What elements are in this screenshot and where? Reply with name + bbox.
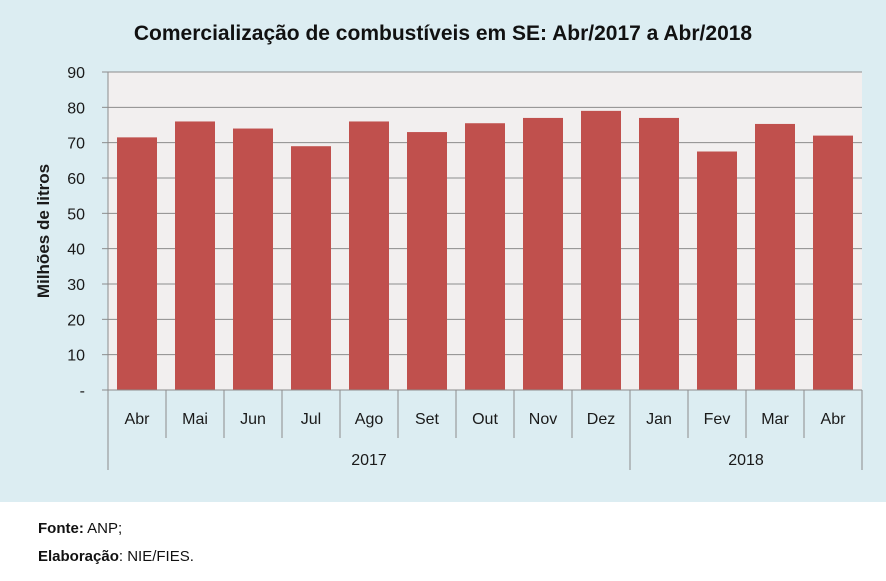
bar — [523, 117, 563, 390]
bar — [291, 146, 331, 390]
bar — [581, 110, 621, 390]
bar — [233, 128, 273, 391]
x-tick-label: Ago — [355, 411, 384, 428]
group-label: 2017 — [351, 452, 387, 469]
footer: Fonte: ANP; Elaboração: NIE/FIES. — [38, 515, 194, 571]
group-label: 2018 — [728, 452, 764, 469]
y-tick-label: 80 — [67, 100, 85, 117]
source-value: ANP; — [83, 520, 123, 537]
elaboration-line: Elaboração: NIE/FIES. — [38, 543, 194, 571]
y-tick-label: 30 — [67, 277, 85, 294]
source-key: Fonte: — [38, 520, 84, 537]
bar — [117, 137, 157, 390]
elaboration-key: Elaboração — [38, 548, 119, 565]
y-tick-label: 50 — [67, 206, 85, 223]
y-tick-label: 10 — [67, 348, 85, 365]
x-tick-label: Abr — [125, 411, 151, 428]
chart-title: Comercialização de combustíveis em SE: A… — [133, 22, 753, 45]
x-tick-label: Fev — [704, 411, 731, 428]
x-tick-label: Mai — [182, 411, 208, 428]
elaboration-value: : NIE/FIES. — [118, 548, 194, 565]
source-line: Fonte: ANP; — [38, 515, 194, 543]
chart-panel: Comercialização de combustíveis em SE: A… — [0, 0, 886, 502]
x-tick-label: Dez — [587, 411, 615, 428]
y-tick-label: 60 — [67, 171, 85, 188]
x-tick-label: Nov — [529, 411, 557, 428]
bar — [813, 135, 853, 390]
y-tick-label: - — [80, 383, 85, 400]
y-tick-label: 90 — [67, 65, 85, 82]
y-tick-label: 40 — [67, 242, 85, 259]
y-tick-label: 70 — [67, 136, 85, 153]
bar — [175, 121, 215, 390]
y-axis-label: Milhões de litros — [34, 164, 53, 298]
bar — [755, 123, 795, 390]
bar — [639, 117, 679, 390]
x-tick-label: Set — [415, 411, 440, 428]
x-tick-label: Jun — [240, 411, 266, 428]
x-tick-label: Jan — [646, 411, 672, 428]
bar — [349, 121, 389, 390]
bar — [697, 151, 737, 390]
x-tick-label: Mar — [761, 411, 789, 428]
bar — [407, 132, 447, 391]
y-tick-label: 20 — [67, 312, 85, 329]
x-tick-label: Jul — [301, 411, 321, 428]
bar-chart: - 10 20 30 40 50 60 70 80 90 Abr Mai Jun Jul Ago Set Out… — [34, 65, 863, 470]
bar — [465, 123, 505, 390]
x-tick-label: Abr — [821, 411, 847, 428]
x-tick-label: Out — [472, 411, 498, 428]
